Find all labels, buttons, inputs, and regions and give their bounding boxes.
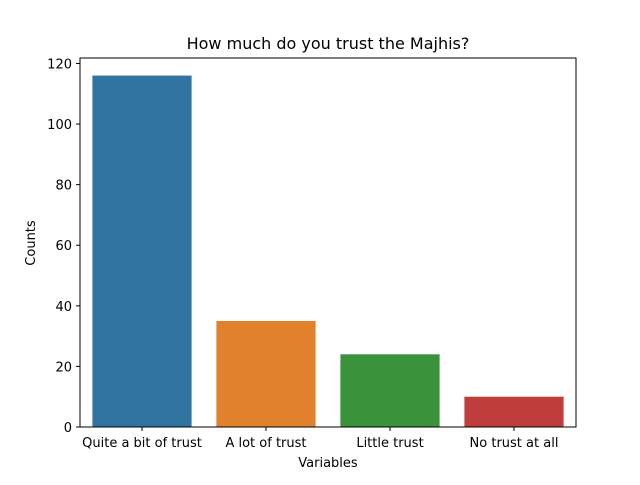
y-tick-label-0: 0 [64, 421, 72, 436]
y-tick-label-6: 120 [47, 57, 72, 72]
bar-1 [216, 320, 316, 427]
x-tick-label-2: Little trust [356, 436, 423, 451]
x-axis-label: Variables [298, 456, 358, 471]
plot-area-frame [79, 57, 577, 428]
ticks-layer: Quite a bit of trust A lot of trust Little… [47, 57, 558, 451]
y-tick-label-3: 60 [55, 239, 72, 254]
bar-3 [464, 396, 564, 427]
y-axis-label: Counts [24, 220, 39, 266]
y-tick-label-2: 40 [55, 300, 72, 315]
bar-0 [92, 75, 192, 428]
chart-title: How much do you trust the Majhis? [187, 34, 470, 53]
x-tick-label-3: No trust at all [470, 436, 559, 451]
bar-2 [340, 354, 440, 427]
bars-layer [92, 75, 564, 428]
x-tick-label-0: Quite a bit of trust [82, 436, 202, 451]
y-tick-label-4: 80 [55, 179, 72, 194]
y-tick-label-5: 100 [47, 118, 72, 133]
y-tick-label-1: 20 [55, 360, 72, 375]
x-tick-label-1: A lot of trust [225, 436, 306, 451]
